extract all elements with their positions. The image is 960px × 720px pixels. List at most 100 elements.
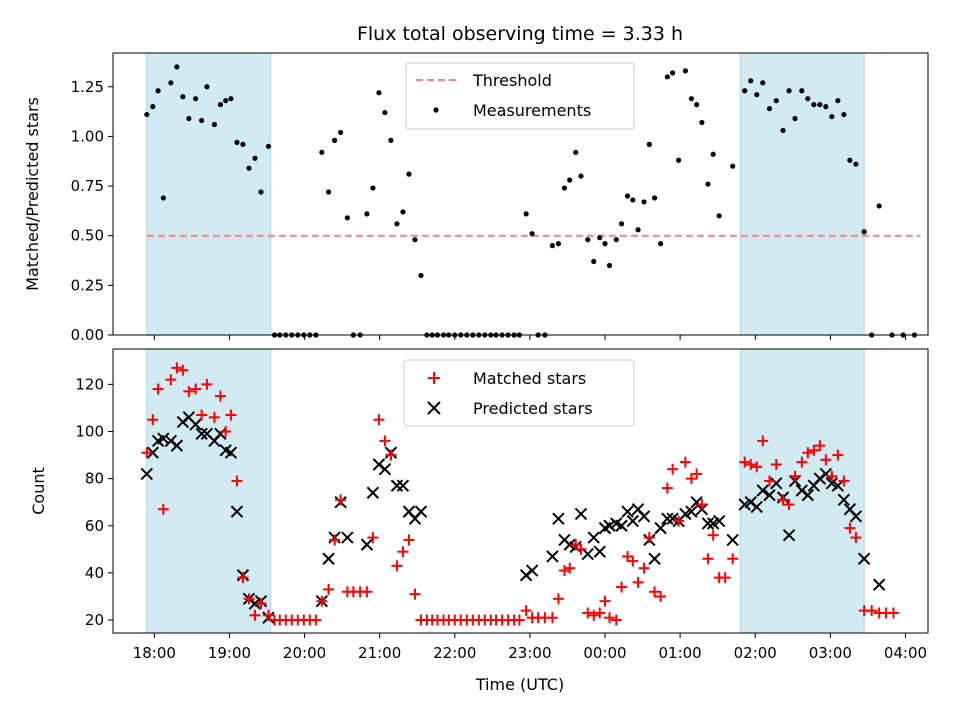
- measurement-point: [657, 241, 664, 247]
- measurement-point: [585, 237, 591, 243]
- matched-star-point: [409, 588, 421, 600]
- measurement-point: [160, 195, 166, 201]
- predicted-legend-label: Predicted stars: [473, 399, 593, 418]
- measurement-point: [766, 106, 773, 112]
- matched-star-point: [789, 470, 801, 482]
- matched-star-point: [367, 532, 379, 544]
- measurement-point: [331, 137, 338, 143]
- predicted-star-point: [690, 495, 703, 509]
- matched-star-point: [196, 409, 208, 421]
- measurement-point: [370, 185, 376, 191]
- x-tick-label: 18:00: [133, 644, 176, 662]
- matched-star-point: [850, 532, 862, 544]
- measurement-point: [174, 64, 180, 70]
- predicted-star-point: [146, 446, 160, 459]
- matched-star-point: [220, 425, 232, 437]
- matched-star-point: [214, 390, 226, 402]
- bottom-panel-frame: [112, 348, 929, 634]
- matched-star-point: [361, 586, 373, 598]
- predicted-star-point: [189, 418, 202, 431]
- top-y-tick-label: 0.75: [71, 177, 104, 195]
- x-tick-label: 22:00: [433, 644, 476, 662]
- measurement-point: [841, 111, 847, 118]
- predicted-star-point: [360, 538, 374, 551]
- matched-star-point: [373, 414, 385, 426]
- measurement-point: [688, 96, 694, 102]
- top-shaded-region: [739, 52, 865, 336]
- matched-star-point: [627, 555, 639, 567]
- bottom-panel: 20 40 60 80 100 120 18:00 19:00 20:00 21:00 22:00…: [29, 348, 929, 694]
- measurement-point: [694, 102, 700, 108]
- predicted-star-point: [819, 467, 833, 481]
- matched-star-point: [702, 553, 714, 565]
- matched-star-point: [739, 456, 751, 468]
- matched-star-point: [764, 475, 776, 487]
- predicted-star-point: [626, 514, 640, 528]
- matched-star-point: [588, 609, 600, 621]
- measurement-point: [853, 161, 859, 167]
- matched-star-point: [208, 411, 220, 423]
- x-tick-label: 04:00: [884, 644, 927, 662]
- matched-star-point: [310, 614, 322, 626]
- measurement-point: [829, 113, 835, 120]
- measurement-point: [630, 197, 636, 203]
- matched-star-point: [201, 378, 213, 390]
- top-shaded-regions: [146, 52, 865, 336]
- measurement-point: [876, 203, 882, 209]
- predicted-star-point: [587, 531, 600, 544]
- measurements-legend-swatch: [433, 107, 439, 113]
- measurement-point: [193, 96, 199, 102]
- matched-star-point: [649, 586, 661, 598]
- matched-star-point: [546, 612, 558, 624]
- matched-star-point: [832, 449, 844, 461]
- measurement-point: [400, 209, 406, 215]
- matched-star-point: [575, 543, 587, 555]
- measurement-point: [228, 96, 234, 102]
- threshold-legend-label: Threshold: [472, 71, 552, 90]
- measurement-point: [382, 109, 388, 116]
- matched-star-point: [397, 546, 409, 558]
- predicted-star-point: [390, 479, 404, 492]
- measurement-point: [561, 185, 568, 191]
- matched-star-point: [616, 581, 628, 593]
- matched-star-point: [820, 454, 832, 466]
- measurement-point: [246, 165, 252, 171]
- matched-star-point: [887, 607, 899, 619]
- x-tick-label: 19:00: [208, 644, 251, 662]
- predicted-star-point: [574, 507, 588, 521]
- measurement-point: [155, 88, 161, 94]
- measurement-point: [591, 258, 597, 265]
- matched-star-point: [757, 435, 769, 447]
- bottom-y-tick-label: 20: [85, 611, 104, 629]
- measurement-point: [699, 119, 705, 126]
- measurement-point: [578, 173, 584, 179]
- measurement-point: [651, 195, 658, 201]
- measurement-point: [573, 149, 579, 155]
- matched-star-point: [866, 605, 878, 617]
- matched-star-point: [604, 612, 616, 624]
- matched-star-point: [564, 562, 576, 574]
- bottom-x-axis-ticks: 18:00 19:00 20:00 21:00 22:00 23:00 00:00 01:00…: [133, 633, 927, 662]
- matched-star-point: [262, 609, 274, 621]
- measurement-point: [388, 137, 394, 143]
- predicted-star-point: [857, 552, 871, 565]
- measurement-point: [523, 211, 529, 217]
- matched-star-point: [838, 475, 850, 487]
- matched-star-point: [751, 461, 763, 473]
- matched-star-point: [513, 614, 525, 626]
- x-tick-label: 02:00: [734, 644, 777, 662]
- top-y-tick-label: 0.25: [71, 276, 104, 294]
- matched-star-point: [237, 572, 249, 584]
- predicted-star-point: [170, 439, 184, 452]
- predicted-star-point: [837, 493, 851, 507]
- predicted-star-point: [726, 533, 739, 547]
- top-y-axis-label: Matched/Predicted stars: [23, 97, 42, 291]
- measurement-point: [664, 74, 670, 80]
- bottom-y-tick-label: 120: [75, 375, 104, 393]
- measurement-point: [150, 104, 156, 110]
- matched-star-point: [165, 374, 177, 386]
- matched-star-point: [667, 463, 679, 475]
- measurement-point: [670, 70, 676, 76]
- predicted-star-point: [414, 505, 428, 518]
